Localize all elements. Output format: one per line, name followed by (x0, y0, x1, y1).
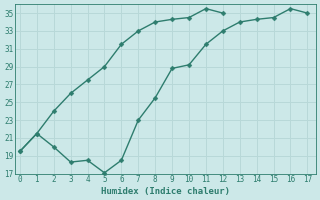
X-axis label: Humidex (Indice chaleur): Humidex (Indice chaleur) (101, 187, 230, 196)
